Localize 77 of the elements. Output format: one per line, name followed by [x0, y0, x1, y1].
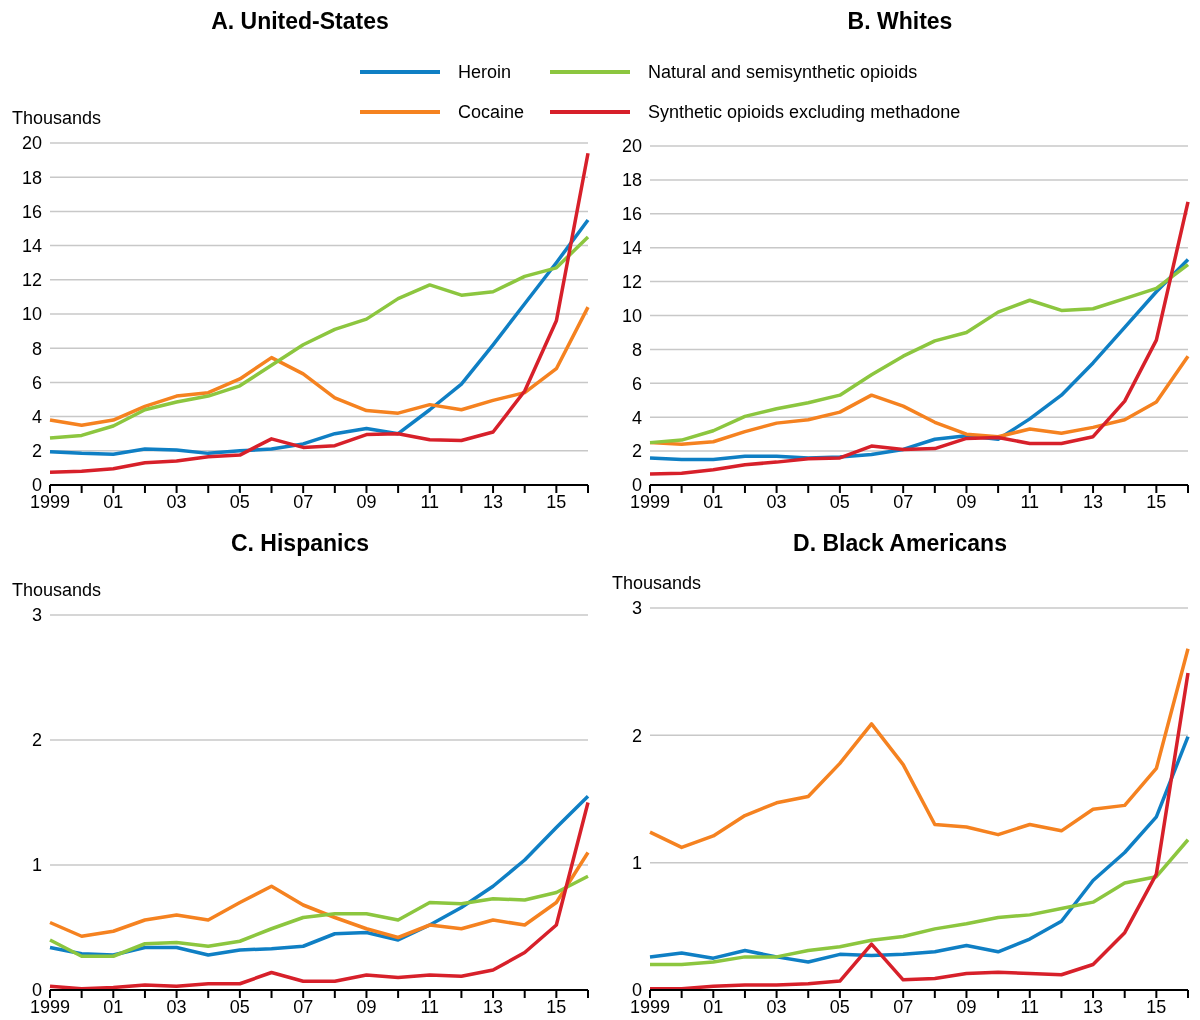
x-tick-label: 11	[1020, 491, 1040, 512]
y-tick-label: 1	[631, 853, 642, 874]
x-tick-label: 03	[166, 996, 187, 1017]
x-tick-label: 05	[829, 491, 850, 512]
legend-label: Heroin	[458, 61, 512, 83]
y-tick-label: 14	[621, 238, 642, 259]
x-tick-label: 13	[1083, 996, 1104, 1017]
x-tick-label: 01	[703, 491, 724, 512]
line-series	[648, 734, 1190, 964]
x-tick-label: 05	[229, 996, 250, 1017]
y-tick-label: 18	[21, 167, 42, 188]
y-tick-label: 8	[631, 339, 642, 360]
line-series	[648, 838, 1190, 967]
x-tick-label: 05	[829, 996, 850, 1017]
x-tick-label: 11	[1020, 996, 1040, 1017]
x-tick-label: 03	[166, 491, 187, 512]
line-series	[48, 151, 590, 474]
y-tick-label: 2	[631, 441, 642, 462]
line-series	[648, 647, 1190, 850]
y-tick-label: 10	[21, 304, 42, 325]
x-tick-label: 15	[1146, 491, 1167, 512]
chart-title: C. Hispanics	[229, 530, 370, 557]
y-tick-label: 20	[21, 133, 42, 154]
x-tick-label: 03	[766, 491, 787, 512]
line-series	[48, 850, 590, 940]
y-tick-label: 12	[21, 270, 42, 291]
x-tick-label: 09	[956, 996, 977, 1017]
y-tick-label: 12	[621, 271, 642, 292]
y-tick-label: 3	[631, 598, 642, 619]
y-tick-label: 2	[31, 730, 42, 751]
x-tick-label: 07	[893, 996, 914, 1017]
y-tick-label: 10	[621, 305, 642, 326]
legend-label: Synthetic opioids excluding methadone	[648, 101, 961, 123]
x-tick-label: 15	[546, 491, 567, 512]
y-tick-label: 2	[31, 441, 42, 462]
line-series	[48, 874, 590, 958]
x-tick-label: 15	[1146, 996, 1167, 1017]
x-tick-label: 09	[356, 996, 377, 1017]
y-tick-label: 20	[621, 136, 642, 157]
y-tick-label: 6	[631, 373, 642, 394]
x-tick-label: 01	[703, 996, 724, 1017]
line-series	[648, 200, 1190, 476]
y-tick-label: 6	[31, 372, 42, 393]
x-tick-label: 13	[483, 996, 504, 1017]
x-tick-label: 05	[229, 491, 250, 512]
y-axis-title: Thousands	[12, 580, 102, 601]
y-axis-title: Thousands	[12, 108, 102, 129]
chart-title: D. Black Americans	[792, 530, 1008, 557]
x-tick-label: 01	[103, 491, 124, 512]
x-tick-label: 03	[766, 996, 787, 1017]
y-tick-label: 16	[21, 201, 42, 222]
x-tick-label: 09	[956, 491, 977, 512]
x-tick-label: 13	[1083, 491, 1104, 512]
chart-title: B. Whites	[846, 8, 954, 35]
x-tick-label: 09	[356, 491, 377, 512]
y-tick-label: 8	[31, 338, 42, 359]
y-tick-label: 18	[621, 170, 642, 191]
y-tick-label: 2	[631, 725, 642, 746]
x-tick-label: 07	[893, 491, 914, 512]
x-tick-label: 15	[546, 996, 567, 1017]
x-tick-label: 11	[420, 491, 440, 512]
x-tick-label: 07	[293, 491, 314, 512]
y-axis-title: Thousands	[612, 573, 702, 594]
y-tick-label: 14	[21, 235, 42, 256]
legend-label: Cocaine	[458, 101, 525, 123]
line-series	[48, 305, 590, 427]
legend-label: Natural and semisynthetic opioids	[648, 61, 918, 83]
y-tick-label: 16	[621, 204, 642, 225]
y-tick-label: 3	[31, 605, 42, 626]
y-tick-label: 4	[631, 407, 642, 428]
y-tick-label: 1	[31, 855, 42, 876]
x-tick-label: 13	[483, 491, 504, 512]
y-tick-label: 4	[31, 406, 42, 427]
x-tick-label: 07	[293, 996, 314, 1017]
chart-title: A. United-States	[210, 8, 390, 35]
x-tick-label: 01	[103, 996, 124, 1017]
x-tick-label: 11	[420, 996, 440, 1017]
